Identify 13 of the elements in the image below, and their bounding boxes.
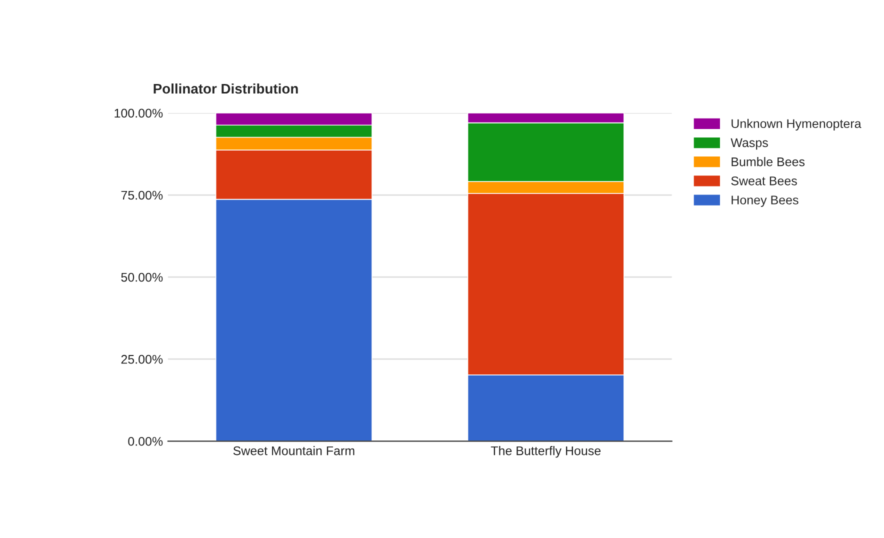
- y-tick-label: 50.00%: [121, 272, 163, 282]
- legend-label: Honey Bees: [732, 196, 798, 207]
- legend-label: Wasps: [730, 138, 768, 150]
- y-tick-label: 75.00%: [121, 190, 163, 200]
- x-tick-label: Sweet Mountain Farm: [233, 446, 354, 456]
- legend-label: Sweat Bees: [731, 176, 797, 186]
- y-tick-label: 0.00%: [128, 436, 163, 446]
- legend-label: Unknown Hymenoptera: [732, 118, 862, 131]
- y-tick-label: 100.00%: [114, 108, 163, 118]
- y-tick-label: 25.00%: [121, 354, 163, 364]
- chart-title: Pollinator Distribution: [154, 83, 298, 94]
- legend-label: Bumble Bees: [732, 157, 805, 166]
- x-tick-label: The Butterfly House: [490, 446, 601, 458]
